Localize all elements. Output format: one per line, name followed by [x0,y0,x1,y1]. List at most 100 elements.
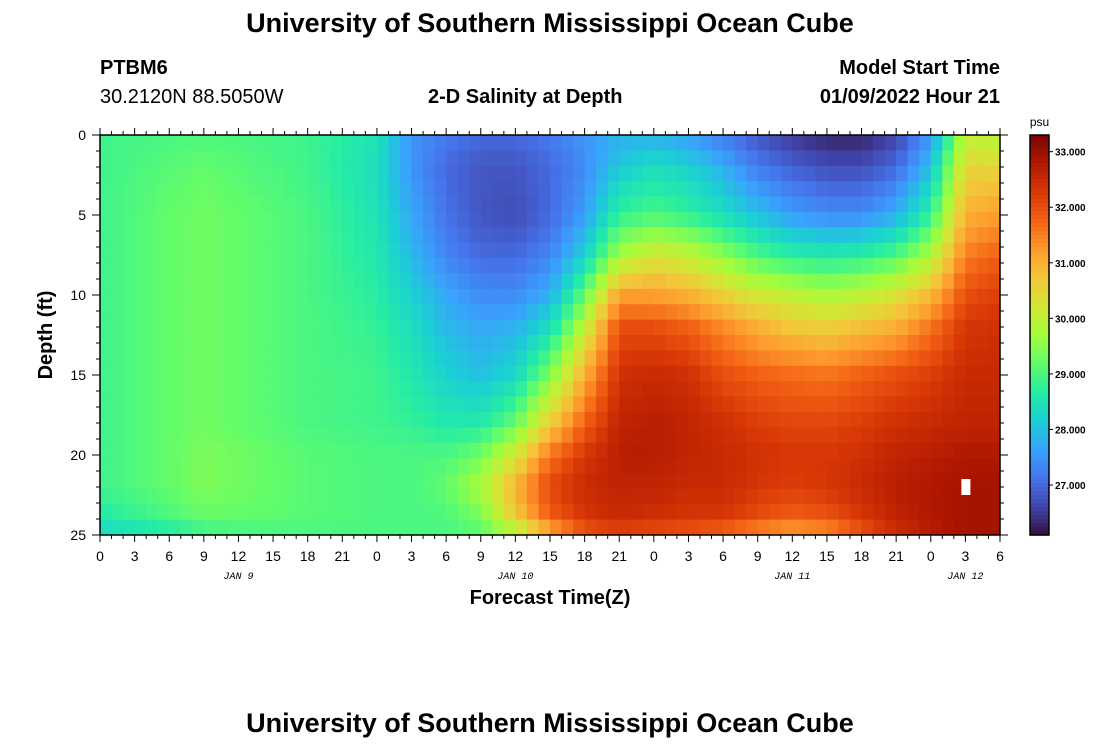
heatmap-cell [907,304,920,321]
heatmap-cell [596,150,609,167]
heatmap-cell [365,411,378,428]
heatmap-cell [296,181,309,198]
heatmap-cell [169,473,182,490]
heatmap-cell [469,411,482,428]
heatmap-cell [826,504,840,521]
heatmap-cell [711,488,724,505]
heatmap-cell [884,304,897,321]
heatmap-cell [503,365,516,382]
heatmap-cell [146,258,159,275]
heatmap-cell [896,335,909,351]
heatmap-cell [942,242,955,259]
heatmap-cell [596,304,609,321]
heatmap-cell [157,350,170,367]
heatmap-cell [284,242,297,259]
heatmap-cell [700,135,713,151]
heatmap-cell [711,442,724,459]
heatmap-cell [353,319,366,336]
heatmap-cell [723,288,736,305]
heatmap-cell [850,427,863,444]
heatmap-cell [676,473,690,490]
heatmap-cell [296,150,309,167]
heatmap-cell [873,258,886,275]
heatmap-cell [123,258,136,275]
heatmap-cell [342,442,355,459]
heatmap-cell [157,458,170,475]
heatmap-cell [919,488,932,505]
heatmap-cell [769,335,782,351]
heatmap-cell [734,135,747,151]
heatmap-cell [100,273,113,290]
heatmap-cell [769,165,782,182]
heatmap-cell [976,242,990,259]
colorbar-segment [1030,391,1049,396]
heatmap-cell [469,150,482,167]
heatmap-cell [607,304,620,321]
heatmap-cell [907,181,920,198]
heatmap-cell [723,427,736,444]
heatmap-cell [711,411,724,428]
heatmap-cell [226,335,240,351]
heatmap-cell [746,165,759,182]
heatmap-cell [953,242,966,259]
heatmap-cell [792,150,805,167]
heatmap-cell [215,304,228,321]
heatmap-cell [607,196,620,213]
heatmap-cell [596,242,609,259]
heatmap-cell [238,258,251,275]
heatmap-cell [538,227,551,244]
colorbar-segment [1030,171,1049,176]
heatmap-cell [261,473,274,490]
heatmap-cell [342,319,355,336]
heatmap-cell [861,258,874,275]
heatmap-cell [734,442,747,459]
heatmap-cell [676,365,690,382]
heatmap-cell [561,427,574,444]
heatmap-cell [307,181,320,198]
heatmap-cell [411,504,424,521]
heatmap-cell [353,458,366,475]
heatmap-cell [700,365,713,382]
heatmap-cell [273,227,286,244]
heatmap-cell [953,365,966,382]
heatmap-cell [873,473,886,490]
x-tick-label: 6 [442,548,450,564]
heatmap-cell [411,488,424,505]
heatmap-cell [653,473,666,490]
heatmap-cell [146,473,159,490]
heatmap-cell [803,350,816,367]
heatmap-cell [238,411,251,428]
heatmap-cell [261,181,274,198]
heatmap-cell [457,411,470,428]
heatmap-cell [515,504,528,521]
heatmap-cell [180,473,193,490]
heatmap-cell [642,135,655,151]
heatmap-cell [561,211,574,228]
heatmap-cell [561,273,574,290]
heatmap-cell [169,242,182,259]
heatmap-cell [457,211,470,228]
heatmap-cell [342,411,355,428]
heatmap-cell [215,411,228,428]
heatmap-cell [492,365,505,382]
heatmap-cell [411,242,424,259]
heatmap-cell [446,427,459,444]
heatmap-cell [273,258,286,275]
heatmap-cell [538,350,551,367]
heatmap-cell [919,273,932,290]
heatmap-cell [492,227,505,244]
heatmap-cell [642,488,655,505]
heatmap-cell [203,135,216,151]
heatmap-cell [261,319,274,336]
heatmap-cell [365,350,378,367]
heatmap-cell [273,473,286,490]
heatmap-cell [469,442,482,459]
heatmap-cell [919,304,932,321]
heatmap-cell [100,504,113,521]
heatmap-cell [826,304,840,321]
heatmap-cell [792,165,805,182]
heatmap-cell [100,227,113,244]
heatmap-cell [838,442,851,459]
colorbar-segment [1030,311,1049,316]
heatmap-cell [538,519,551,535]
